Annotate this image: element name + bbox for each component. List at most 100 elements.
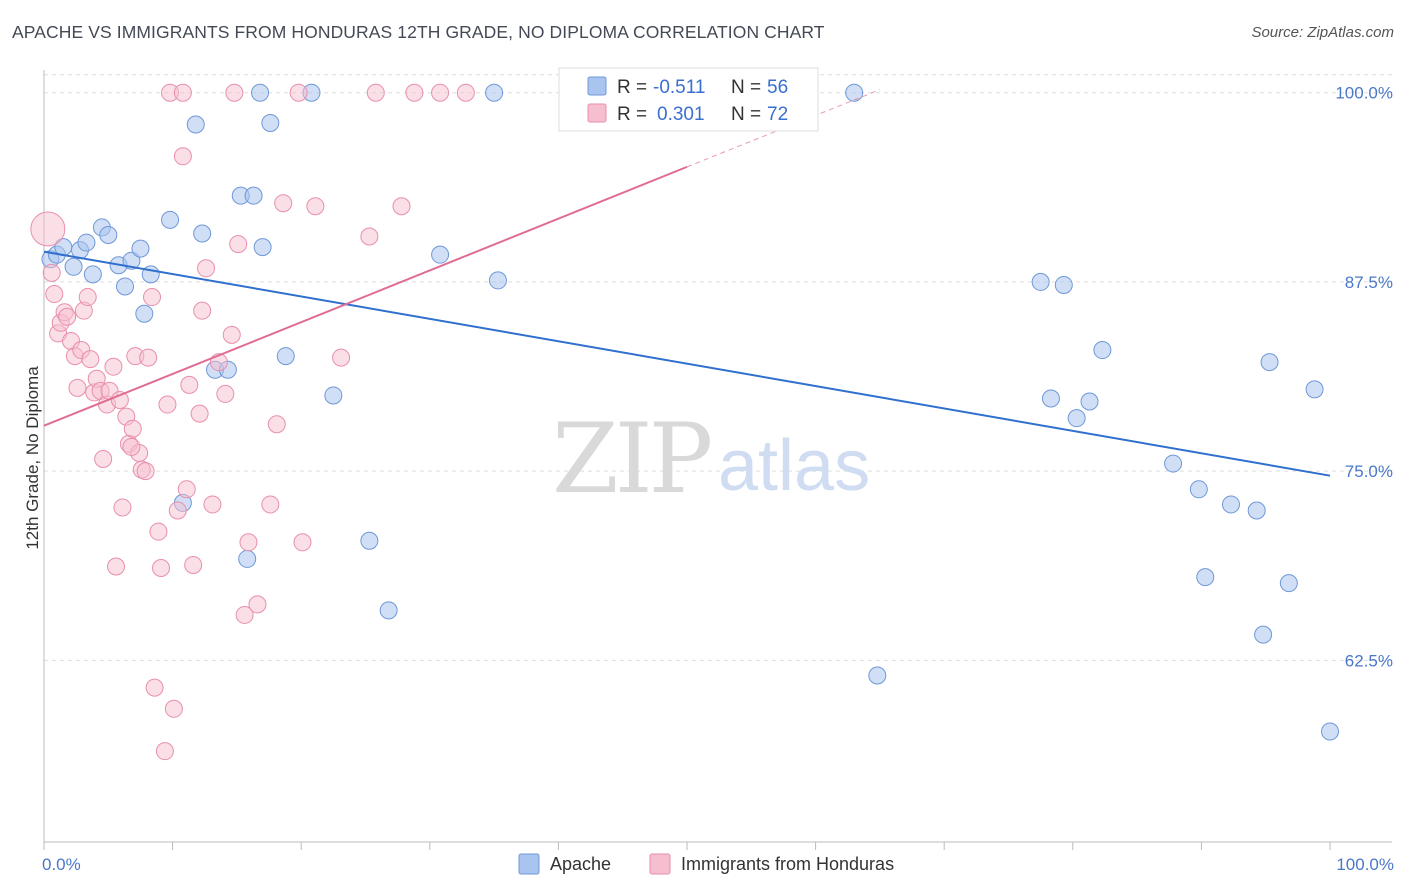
honduras-point: [173, 83, 192, 102]
honduras-point: [45, 285, 64, 304]
honduras-point: [392, 197, 411, 216]
honduras-point: [190, 404, 209, 423]
apache-point: [193, 224, 212, 243]
apache-point: [1254, 625, 1273, 644]
apache-point: [1093, 341, 1112, 360]
apache-point: [1221, 495, 1240, 514]
honduras-point: [136, 462, 155, 481]
apache-point: [1067, 409, 1086, 428]
watermark-zip: ZIP: [552, 403, 711, 515]
honduras-point: [274, 194, 293, 213]
honduras-point: [225, 83, 244, 102]
honduras-point: [158, 395, 177, 414]
bottom-legend-honduras: Immigrants from Honduras: [681, 854, 894, 874]
apache-point: [131, 239, 150, 258]
apache-point: [1321, 722, 1339, 741]
y-tick-label: 75.0%: [1345, 462, 1393, 481]
honduras-point: [248, 595, 267, 614]
apache-point: [116, 277, 135, 296]
apache-point: [488, 271, 507, 290]
apache-point: [1031, 272, 1050, 291]
chart-title: APACHE VS IMMIGRANTS FROM HONDURAS 12TH …: [12, 22, 825, 42]
apache-trend-line: [43, 250, 1331, 477]
apache-point: [276, 347, 295, 366]
apache-point: [1247, 501, 1266, 520]
correlation-legend: R = -0.511 N = 56 R = 0.301 N = 72: [558, 67, 819, 132]
apache-point: [1080, 392, 1099, 411]
honduras-point: [184, 555, 203, 574]
apache-point: [431, 245, 450, 264]
legend-r-value-honduras: 0.301: [657, 104, 705, 125]
honduras-point: [113, 498, 132, 517]
y-tick-label: 62.5%: [1345, 651, 1393, 670]
honduras-point: [42, 263, 61, 282]
honduras-point: [239, 533, 258, 552]
legend-n-label-honduras: N =: [731, 104, 761, 125]
legend-n-label-apache: N =: [731, 77, 761, 98]
apache-point: [1054, 275, 1073, 294]
honduras-point: [216, 384, 235, 403]
honduras-point: [139, 348, 158, 367]
honduras-point: [405, 83, 424, 102]
honduras-point: [222, 325, 241, 344]
apache-point: [83, 265, 102, 284]
apache-point: [1260, 353, 1279, 372]
apache-point: [485, 83, 504, 102]
honduras-point: [177, 480, 196, 499]
honduras-point: [155, 742, 174, 761]
legend-r-value-apache: -0.511: [653, 77, 705, 98]
honduras-trend-line: [43, 165, 688, 427]
apache-point: [77, 233, 96, 252]
apache-point: [251, 83, 270, 102]
apache-point: [122, 251, 141, 270]
bottom-legend-swatch-apache: [518, 853, 540, 875]
legend-r-label-honduras: R =: [617, 104, 647, 125]
honduras-point: [68, 378, 87, 397]
honduras-point: [164, 699, 183, 718]
source-label: Source: ZipAtlas.com: [1251, 24, 1394, 41]
honduras-point: [366, 83, 385, 102]
apache-point: [1041, 389, 1060, 408]
honduras-point: [58, 307, 77, 326]
apache-point: [161, 210, 180, 229]
honduras-point: [267, 415, 286, 434]
honduras-point: [149, 522, 168, 541]
apache-point: [360, 531, 379, 550]
honduras-point: [122, 437, 141, 456]
honduras-point: [229, 235, 248, 254]
apache-point: [135, 304, 154, 323]
apache-point: [379, 601, 398, 620]
apache-point: [64, 257, 83, 276]
honduras-point: [431, 83, 450, 102]
honduras-point: [203, 495, 222, 514]
y-tick-label: 100.0%: [1335, 84, 1393, 103]
series-legend: Apache Immigrants from Honduras: [518, 853, 894, 875]
legend-n-value-apache: 56: [767, 77, 788, 98]
apache-point: [1189, 480, 1208, 499]
honduras-point: [110, 390, 129, 409]
apache-point: [324, 386, 343, 405]
honduras-point: [293, 533, 312, 552]
x-tick-label-max: 100.0%: [1336, 855, 1394, 874]
honduras-point: [152, 559, 171, 578]
honduras-point: [289, 83, 308, 102]
watermark-atlas: atlas: [718, 426, 870, 506]
grid-layer: [44, 74, 1392, 661]
apache-point: [261, 113, 280, 132]
honduras-point: [306, 197, 325, 216]
apache-point: [845, 83, 864, 102]
honduras-point: [78, 288, 97, 307]
honduras-point: [123, 419, 142, 438]
legend-r-label-apache: R =: [617, 77, 647, 98]
apache-point: [186, 115, 205, 134]
honduras-point: [94, 450, 113, 469]
apache-point: [238, 549, 257, 568]
honduras-point: [456, 83, 475, 102]
honduras-point: [30, 211, 66, 247]
watermark: ZIP atlas: [552, 403, 870, 515]
apache-point: [253, 238, 272, 257]
honduras-point: [332, 348, 351, 367]
legend-swatch-honduras: [587, 103, 607, 123]
honduras-point: [168, 501, 187, 520]
honduras-point: [193, 301, 212, 320]
